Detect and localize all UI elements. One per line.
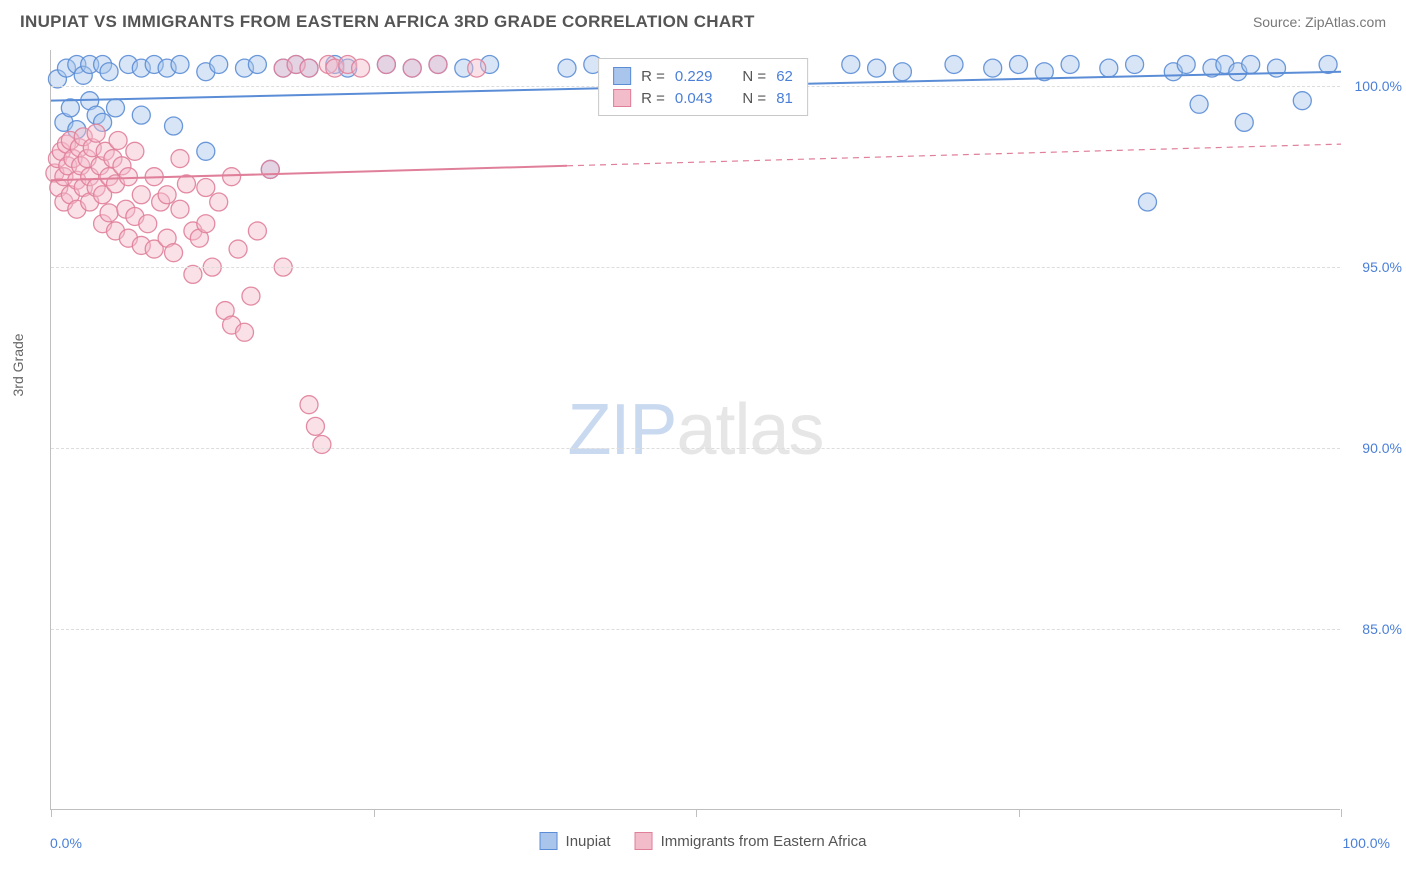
data-point: [197, 215, 215, 233]
data-point: [1293, 92, 1311, 110]
r-label: R =: [641, 90, 665, 107]
data-point: [868, 59, 886, 77]
x-tick: [696, 809, 697, 817]
y-tick-label: 95.0%: [1362, 259, 1402, 275]
data-point: [377, 55, 395, 73]
legend-item-eastern-africa: Immigrants from Eastern Africa: [635, 832, 867, 850]
legend-row-1: R = 0.229 N = 62: [613, 65, 793, 87]
data-point: [261, 160, 279, 178]
data-point: [100, 204, 118, 222]
data-point: [468, 59, 486, 77]
data-point: [1242, 55, 1260, 73]
y-tick-label: 85.0%: [1362, 621, 1402, 637]
legend-row-2: R = 0.043 N = 81: [613, 87, 793, 109]
data-point: [300, 59, 318, 77]
data-point: [1268, 59, 1286, 77]
data-point: [306, 417, 324, 435]
header: INUPIAT VS IMMIGRANTS FROM EASTERN AFRIC…: [0, 0, 1406, 40]
data-point: [126, 142, 144, 160]
data-point: [248, 55, 266, 73]
data-point: [109, 131, 127, 149]
data-point: [210, 193, 228, 211]
data-point: [87, 124, 105, 142]
data-point: [100, 63, 118, 81]
y-tick-label: 100.0%: [1355, 78, 1402, 94]
data-point: [171, 150, 189, 168]
x-tick: [51, 809, 52, 817]
data-point: [171, 200, 189, 218]
data-point: [119, 168, 137, 186]
data-point: [1319, 55, 1337, 73]
x-tick: [374, 809, 375, 817]
data-point: [1126, 55, 1144, 73]
chart-plot-area: ZIPatlas 85.0%90.0%95.0%100.0%: [50, 50, 1340, 810]
gridline: [51, 267, 1340, 268]
legend-series: Inupiat Immigrants from Eastern Africa: [540, 832, 867, 850]
data-point: [132, 186, 150, 204]
data-point: [236, 323, 254, 341]
legend-label: Inupiat: [566, 833, 611, 850]
x-axis-max-label: 100.0%: [1343, 835, 1390, 851]
data-point: [223, 168, 241, 186]
data-point: [132, 106, 150, 124]
data-point: [1235, 113, 1253, 131]
data-point: [352, 59, 370, 77]
data-point: [165, 117, 183, 135]
legend-correlation: R = 0.229 N = 62 R = 0.043 N = 81: [598, 58, 808, 116]
data-point: [1061, 55, 1079, 73]
data-point: [197, 142, 215, 160]
chart-title: INUPIAT VS IMMIGRANTS FROM EASTERN AFRIC…: [20, 12, 755, 32]
data-point: [945, 55, 963, 73]
legend-item-inupiat: Inupiat: [540, 832, 611, 850]
r-value: 0.229: [675, 68, 713, 85]
data-point: [1177, 55, 1195, 73]
n-value: 62: [776, 68, 793, 85]
data-point: [139, 215, 157, 233]
n-value: 81: [776, 90, 793, 107]
data-point: [313, 435, 331, 453]
legend-label: Immigrants from Eastern Africa: [661, 833, 867, 850]
data-point: [984, 59, 1002, 77]
legend-swatch-eastern-africa: [635, 832, 653, 850]
data-point: [429, 55, 447, 73]
data-point: [197, 179, 215, 197]
y-axis-title: 3rd Grade: [10, 333, 26, 396]
x-axis-min-label: 0.0%: [50, 835, 82, 851]
data-point: [1010, 55, 1028, 73]
data-point: [248, 222, 266, 240]
data-point: [158, 186, 176, 204]
x-tick: [1019, 809, 1020, 817]
data-point: [403, 59, 421, 77]
data-point: [242, 287, 260, 305]
r-value: 0.043: [675, 90, 713, 107]
n-label: N =: [742, 90, 766, 107]
legend-swatch-eastern-africa: [613, 89, 631, 107]
data-point: [61, 99, 79, 117]
data-point: [229, 240, 247, 258]
n-label: N =: [742, 68, 766, 85]
data-point: [171, 55, 189, 73]
y-tick-label: 90.0%: [1362, 440, 1402, 456]
trend-line-extrapolated: [567, 144, 1341, 166]
data-point: [1100, 59, 1118, 77]
data-point: [1139, 193, 1157, 211]
data-point: [165, 244, 183, 262]
data-point: [210, 55, 228, 73]
source-label: Source: ZipAtlas.com: [1253, 14, 1386, 30]
data-point: [893, 63, 911, 81]
gridline: [51, 629, 1340, 630]
legend-swatch-inupiat: [613, 67, 631, 85]
data-point: [842, 55, 860, 73]
x-tick: [1341, 809, 1342, 817]
data-point: [107, 99, 125, 117]
legend-swatch-inupiat: [540, 832, 558, 850]
data-point: [300, 396, 318, 414]
data-point: [558, 59, 576, 77]
scatter-svg: [51, 50, 1340, 809]
gridline: [51, 448, 1340, 449]
r-label: R =: [641, 68, 665, 85]
data-point: [1190, 95, 1208, 113]
